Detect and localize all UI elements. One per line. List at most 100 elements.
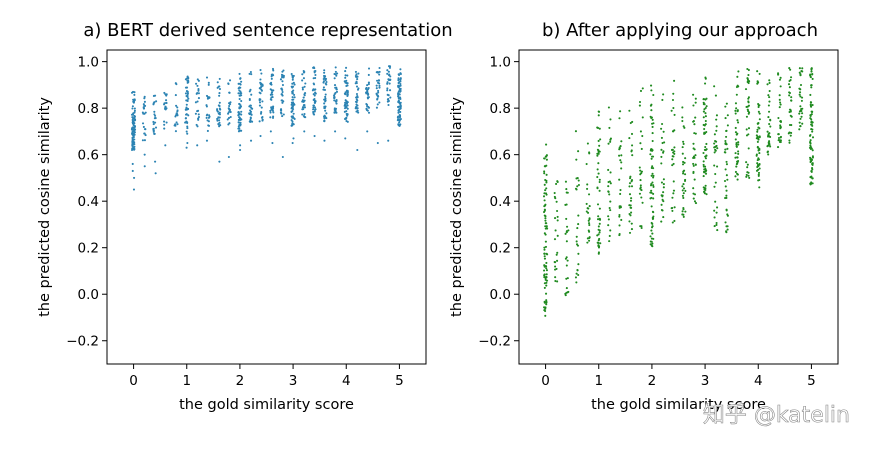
chart-b-point [737, 179, 739, 181]
chart-a-point [312, 113, 314, 115]
chart-b-point [811, 128, 813, 130]
chart-a-point [143, 103, 145, 105]
chart-a-point [376, 85, 378, 87]
chart-a-point [303, 97, 305, 99]
chart-b-point [543, 309, 545, 311]
chart-b-point [757, 164, 759, 166]
chart-b-point [704, 112, 706, 114]
chart-b-point [599, 208, 601, 210]
chart-a-point [322, 82, 324, 84]
chart-b-point [748, 105, 750, 107]
chart-a-point [355, 111, 357, 113]
chart-b-point [715, 95, 717, 97]
chart-a-point [344, 137, 346, 139]
chart-b-x-tick-label: 5 [807, 373, 816, 389]
chart-b-point [736, 94, 738, 96]
chart-a-point [378, 79, 380, 81]
chart-b-point [544, 217, 546, 219]
chart-b-point [650, 117, 652, 119]
chart-b-point [631, 228, 633, 230]
chart-b-point [651, 165, 653, 167]
chart-b-point [779, 101, 781, 103]
chart-a-point [195, 83, 197, 85]
chart-b-point [640, 196, 642, 198]
chart-b-point [735, 142, 737, 144]
chart-b-point [705, 193, 707, 195]
chart-a-point [132, 105, 134, 107]
chart-b-point [726, 209, 728, 211]
chart-b-point [651, 245, 653, 247]
chart-b-point [652, 186, 654, 188]
chart-b-point [704, 187, 706, 189]
chart-b-point [566, 192, 568, 194]
chart-a-point [133, 136, 135, 138]
chart-a-point [239, 77, 241, 79]
chart-b-point [811, 123, 813, 125]
chart-b-point [725, 117, 727, 119]
chart-b-point [692, 187, 694, 189]
chart-a-point [346, 84, 348, 86]
chart-b-point [734, 110, 736, 112]
chart-a-point [198, 97, 200, 99]
chart-b-point [682, 141, 684, 143]
chart-b-point [618, 155, 620, 157]
chart-b-point [597, 168, 599, 170]
chart-b-point [704, 103, 706, 105]
chart-b-point [694, 154, 696, 156]
chart-a-point [143, 106, 145, 108]
chart-b-point [799, 74, 801, 76]
chart-a-point [260, 89, 262, 91]
chart-a-point [366, 130, 368, 132]
chart-b-point [769, 119, 771, 121]
chart-a-point [155, 127, 157, 129]
chart-b-point [703, 166, 705, 168]
chart-a-point [367, 93, 369, 95]
chart-b-point [683, 170, 685, 172]
chart-b-point [565, 294, 567, 296]
chart-b-y-tick-label: −0.2 [478, 334, 511, 350]
chart-b-point [736, 134, 738, 136]
chart-b-point [801, 108, 803, 110]
chart-b-point [715, 182, 717, 184]
chart-b-point [810, 146, 812, 148]
chart-b-point [747, 109, 749, 111]
chart-b-point [586, 242, 588, 244]
chart-b-point [620, 154, 622, 156]
chart-a-point [357, 73, 359, 75]
chart-b-point [556, 180, 558, 182]
chart-a-point [240, 111, 242, 113]
chart-b-point [703, 128, 705, 130]
chart-b-point [724, 149, 726, 151]
chart-b-point [597, 149, 599, 151]
chart-a-point [144, 165, 146, 167]
chart-a-point [132, 117, 134, 119]
chart-b-point [780, 141, 782, 143]
chart-b-point [780, 85, 782, 87]
chart-b-point [631, 223, 633, 225]
chart-a-title: a) BERT derived sentence representation [83, 20, 452, 41]
chart-b-point [651, 158, 653, 160]
chart-b-point [546, 174, 548, 176]
chart-a-point [208, 84, 210, 86]
chart-a-point [368, 87, 370, 89]
chart-b-x-tick-label: 1 [594, 373, 603, 389]
chart-a-point [250, 73, 252, 75]
chart-a-point [303, 71, 305, 73]
chart-b-point [735, 107, 737, 109]
chart-b-axes-frame [519, 50, 838, 364]
chart-a-point [186, 147, 188, 149]
chart-b-point [672, 130, 674, 132]
chart-b-point [727, 229, 729, 231]
chart-b-point [812, 164, 814, 166]
chart-b-point [630, 207, 632, 209]
chart-a-point [248, 105, 250, 107]
chart-b-point [641, 171, 643, 173]
chart-b-point [715, 224, 717, 226]
chart-a-point [399, 91, 401, 93]
chart-b-point [769, 90, 771, 92]
chart-a-point [132, 133, 134, 135]
chart-b-point [673, 150, 675, 152]
chart-a-point [184, 122, 186, 124]
chart-b-point [713, 143, 715, 145]
chart-a-point [176, 111, 178, 113]
